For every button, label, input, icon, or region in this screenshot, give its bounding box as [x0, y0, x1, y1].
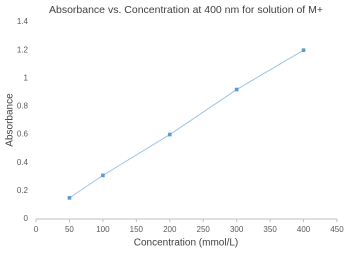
x-tick-label: 350 [263, 225, 277, 234]
point [101, 173, 105, 178]
y-tick-label: 0 [24, 214, 29, 223]
y-axis-label: Absorbance [5, 93, 16, 147]
x-axis-label: Concentration (mmol/L) [134, 238, 238, 249]
x-tick-label: 250 [197, 225, 211, 234]
x-tick-label: 50 [65, 225, 74, 234]
point [167, 132, 172, 137]
point [67, 196, 72, 200]
y-tick-label: 0.2 [17, 186, 29, 195]
point [301, 48, 306, 52]
chart-title: Absorbance vs. Concentration at 400 nm f… [49, 4, 323, 16]
x-tick-label: 100 [96, 225, 110, 234]
x-tick-label: 0 [34, 225, 39, 234]
x-tick-label: 150 [130, 225, 144, 234]
y-tick-label: 1.2 [17, 45, 29, 54]
x-tick-label: 300 [230, 225, 244, 234]
x-tick-label: 400 [297, 225, 311, 234]
y-tick-label: 1 [24, 73, 29, 82]
point [234, 87, 239, 92]
x-tick-label: 200 [163, 225, 177, 234]
y-tick-label: 0.8 [17, 102, 29, 111]
y-tick-label: 1.4 [17, 17, 29, 26]
x-tick-label: 450 [330, 225, 344, 234]
y-tick-label: 0.6 [17, 130, 29, 139]
y-tick-label: 0.4 [17, 158, 29, 167]
